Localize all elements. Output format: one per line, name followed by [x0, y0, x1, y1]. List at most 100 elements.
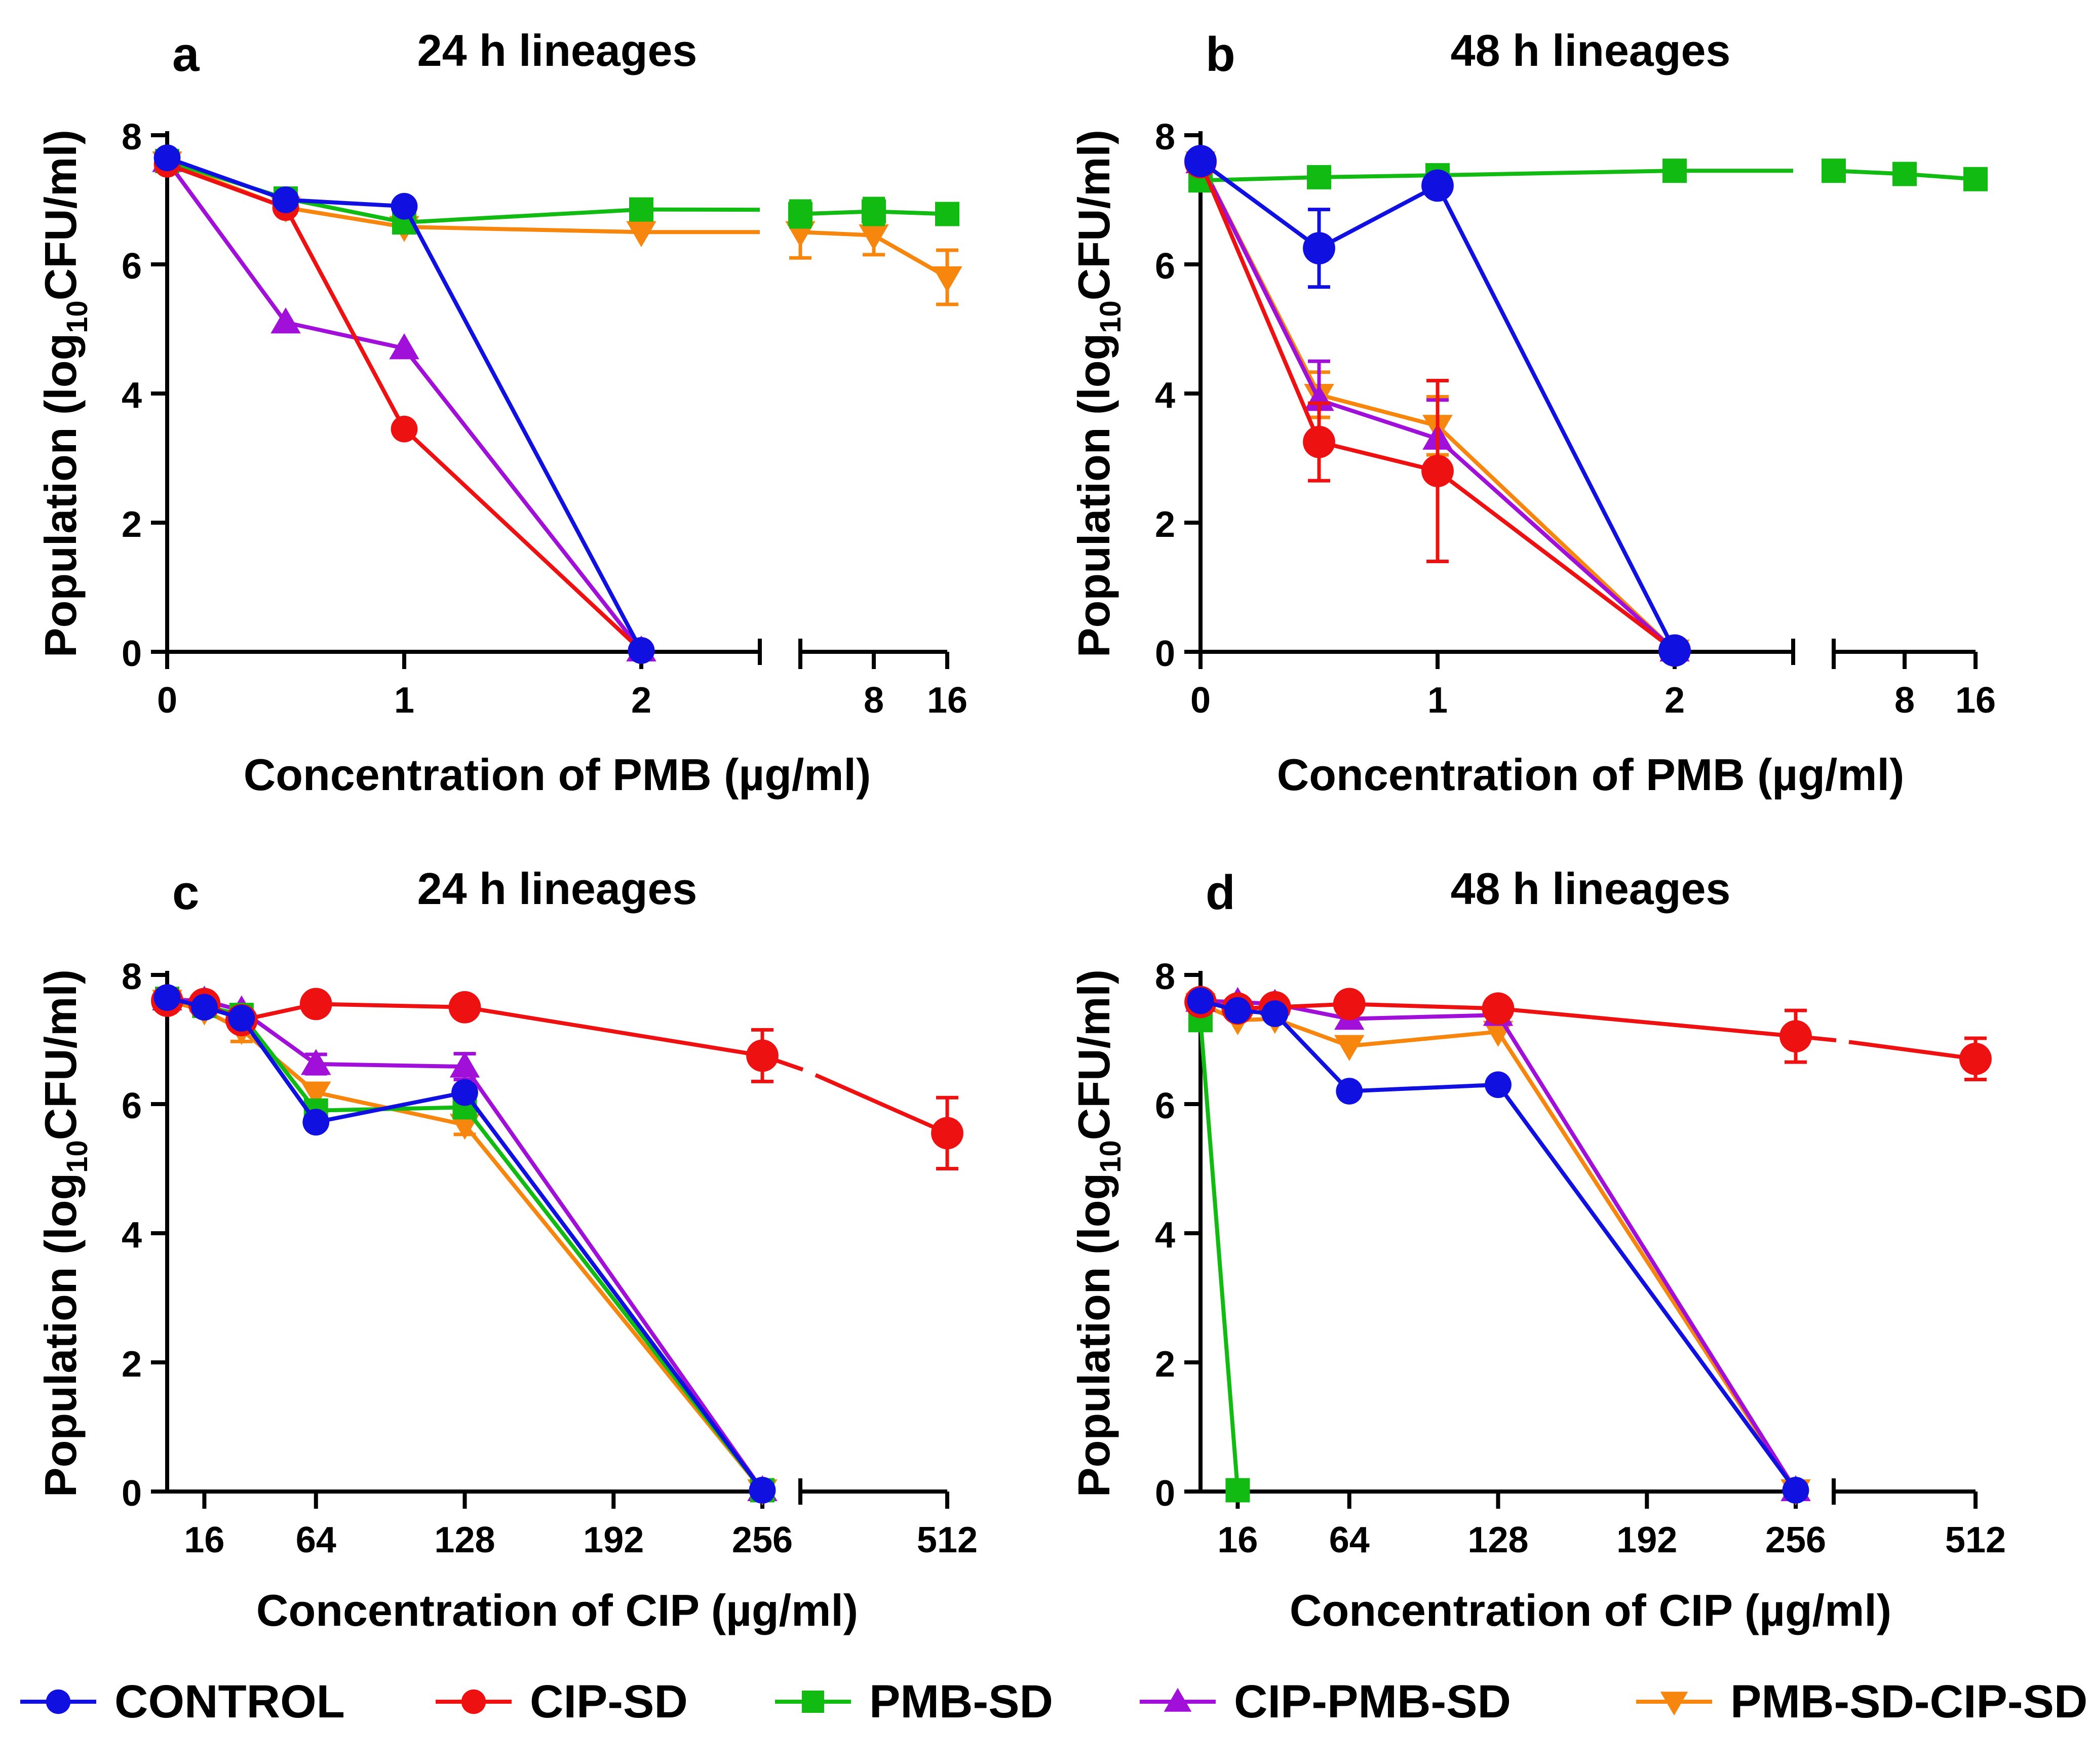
panel-letter-d: d [1206, 866, 1235, 920]
y-tick-label-b-0: 0 [1155, 634, 1175, 674]
y-axis-label-part-2: CFU/ml) [1069, 969, 1119, 1140]
data-point-a-pmb-sd-cip-sd-5 [859, 224, 889, 251]
x-tick-label-d-512: 512 [1945, 1520, 2006, 1560]
series-line-a-cip-pmb-sd-1 [165, 160, 643, 652]
data-point-a-pmb-sd-cip-sd-6 [932, 266, 962, 293]
panel-d: d 48 h lineages 0 2 4 6 8 Population (log10CFU/… [1069, 864, 2006, 1635]
x-tick-label-c-256: 256 [732, 1520, 793, 1560]
x-tick-label-c-192: 192 [583, 1520, 644, 1560]
x-tick-label-a-1: 1 [394, 680, 414, 721]
data-point-a-control-1 [272, 186, 299, 213]
x-tick-label-a-0: 0 [157, 680, 177, 721]
y-tick-label-b-8: 8 [1155, 117, 1175, 158]
legend-item-control[interactable]: CONTROL [20, 1666, 345, 1737]
y-axis-label-part-2: CFU/ml) [35, 969, 86, 1140]
y-axis-label-part-2: CFU/ml) [35, 130, 86, 300]
x-tick-label-c-128: 128 [434, 1520, 495, 1560]
data-point-c-control-3 [302, 1109, 330, 1136]
data-point-b-pmb-sd-4 [1822, 159, 1846, 183]
data-point-d-cip-sd-3 [1333, 988, 1366, 1021]
y-tick-label-d-8: 8 [1155, 957, 1175, 997]
legend-label-pmb-sd: PMB-SD [869, 1675, 1053, 1728]
x-tick-label-b-2: 2 [1665, 680, 1685, 721]
y-tick-label-a-8: 8 [122, 117, 142, 158]
data-point-d-cip-sd-5 [1779, 1020, 1812, 1053]
x-axis-label-a: Concentration of PMB (µg/ml) [244, 750, 871, 800]
y-tick-label-d-6: 6 [1155, 1086, 1175, 1126]
series-line-d-pmb-sd-1 [1198, 1020, 1240, 1491]
series-a-pmb-sd-cip-sd [152, 151, 962, 306]
y-axis-label-part-1: 10 [1094, 1140, 1127, 1173]
series-line-a-pmb-sd-1 [166, 159, 760, 225]
legend-symbol-cip-sd [436, 1689, 512, 1714]
y-axis-label-part-0: Population (log [1069, 333, 1119, 657]
legend-symbol-control [20, 1689, 96, 1714]
y-tick-label-d-4: 4 [1155, 1215, 1175, 1256]
data-point-c-control-2 [228, 1005, 255, 1032]
data-point-c-control-1 [191, 994, 218, 1021]
legend-marker-pmb-sd-cip-sd [1660, 1692, 1688, 1716]
series-b-control [1184, 145, 1691, 667]
data-point-a-cip-sd-2 [391, 415, 418, 443]
data-point-c-cip-sd-4 [448, 991, 481, 1024]
legend: CONTROL CIP-SD PMB-SD CIP-PMB-SD PMB-SD-… [0, 1666, 2090, 1737]
data-point-c-cip-sd-3 [299, 988, 332, 1021]
data-point-a-control-2 [391, 192, 418, 220]
data-point-a-pmb-sd-cip-sd-3 [626, 221, 656, 248]
legend-marker-control [46, 1689, 71, 1714]
y-tick-label-c-6: 6 [122, 1086, 142, 1126]
series-b-pmb-sd [1188, 159, 1988, 193]
y-tick-label-b-4: 4 [1155, 375, 1175, 416]
y-axis-label-b: Population (log10CFU/ml) [1069, 130, 1127, 657]
data-point-c-cip-pmb-sd-3 [300, 1049, 331, 1075]
x-tick-label-c-512: 512 [917, 1520, 978, 1560]
x-tick-label-d-64: 64 [1329, 1520, 1370, 1560]
series-line-b-cip-sd-1 [1198, 161, 1676, 652]
y-tick-label-a-6: 6 [122, 246, 142, 287]
data-point-b-control-1 [1303, 232, 1335, 265]
x-tick-label-a-16: 16 [927, 680, 967, 721]
y-tick-label-b-6: 6 [1155, 246, 1175, 287]
x-tick-label-d-256: 256 [1765, 1520, 1826, 1560]
data-point-b-control-0 [1184, 145, 1217, 177]
series-line-c-cip-sd-1 [167, 999, 804, 1072]
series-line-c-cip-sd-2 [815, 1073, 948, 1135]
legend-item-pmb-sd[interactable]: PMB-SD [775, 1666, 1053, 1737]
data-point-b-control-2 [1421, 169, 1454, 202]
legend-item-cip-sd[interactable]: CIP-SD [436, 1666, 688, 1737]
series-a-control [153, 144, 655, 664]
panel-title-c: 24 h lineages [417, 864, 698, 914]
data-point-d-control-2 [1261, 1000, 1289, 1027]
legend-label-control: CONTROL [114, 1675, 345, 1728]
y-tick-label-c-8: 8 [122, 957, 142, 997]
y-tick-label-a-2: 2 [122, 504, 142, 545]
legend-symbol-cip-pmb-sd [1140, 1688, 1216, 1712]
panel-letter-c: c [172, 866, 199, 920]
data-point-c-cip-pmb-sd-4 [449, 1051, 480, 1078]
panel-title-a: 24 h lineages [417, 25, 698, 75]
y-axis-label-d: Population (log10CFU/ml) [1069, 969, 1127, 1497]
data-point-d-control-3 [1336, 1078, 1363, 1105]
x-tick-label-a-2: 2 [631, 680, 651, 721]
data-point-b-pmb-sd-3 [1662, 159, 1687, 183]
y-axis-label-c: Population (log10CFU/ml) [35, 969, 94, 1497]
panel-letter-a: a [172, 27, 200, 82]
legend-symbol-pmb-sd [775, 1691, 851, 1713]
y-tick-label-d-2: 2 [1155, 1344, 1175, 1385]
series-line-b-control-1 [1199, 159, 1677, 652]
data-point-d-cip-sd-6 [1959, 1042, 1992, 1075]
data-point-c-control-0 [153, 984, 181, 1011]
y-axis-label-part-1: 10 [1094, 300, 1127, 333]
x-tick-label-d-192: 192 [1616, 1520, 1677, 1560]
data-point-a-pmb-sd-4 [788, 202, 812, 226]
data-point-b-cip-sd-2 [1421, 455, 1454, 487]
data-point-d-control-1 [1224, 997, 1251, 1024]
legend-item-pmb-sd-cip-sd[interactable]: PMB-SD-CIP-SD [1636, 1666, 2087, 1737]
panel-c: c 24 h lineages 0 2 4 6 8 Population (log10CFU/… [35, 864, 978, 1635]
y-axis-label-part-2: CFU/ml) [1069, 130, 1119, 300]
x-tick-label-c-64: 64 [296, 1520, 336, 1560]
legend-item-cip-pmb-sd[interactable]: CIP-PMB-SD [1140, 1666, 1511, 1737]
series-d-pmb-sd [1188, 1008, 1250, 1503]
